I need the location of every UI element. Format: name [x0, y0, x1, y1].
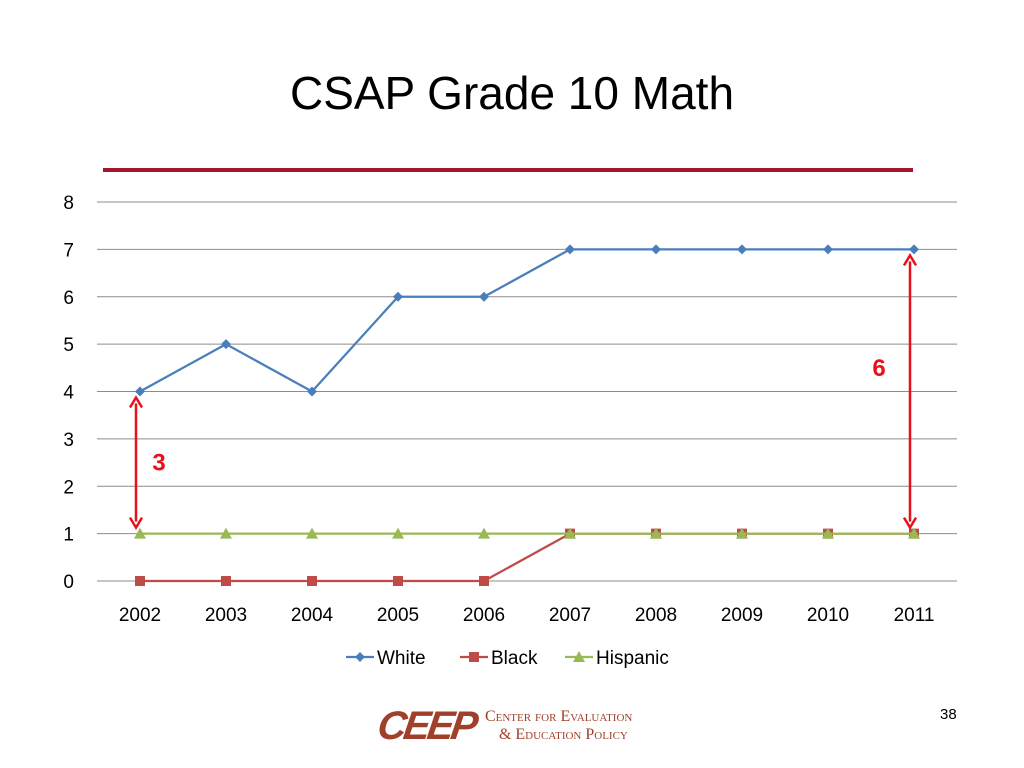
- x-tick-label: 2005: [377, 605, 419, 626]
- data-point-black: [307, 576, 317, 586]
- data-point-hispanic: [478, 527, 490, 539]
- data-point-white: [909, 244, 919, 255]
- gap-label: 6: [872, 355, 885, 382]
- data-point-white: [479, 291, 489, 302]
- data-point-hispanic: [822, 527, 834, 539]
- logo-mark: CEEP: [374, 704, 479, 748]
- data-point-hispanic: [392, 527, 404, 539]
- series-hispanic: [134, 527, 920, 539]
- legend-label-black: Black: [491, 648, 538, 669]
- y-tick-label: 4: [63, 383, 74, 404]
- data-point-white: [737, 244, 747, 255]
- series-lines: [134, 244, 920, 586]
- y-tick-label: 2: [63, 477, 74, 498]
- x-tick-label: 2007: [549, 605, 591, 626]
- legend-marker-white: [355, 652, 365, 662]
- data-point-hispanic: [908, 527, 920, 539]
- ceep-logo: CEEP Center for Evaluation & Education P…: [374, 704, 632, 748]
- page-number: 38: [940, 706, 957, 723]
- x-tick-label: 2008: [635, 605, 677, 626]
- data-point-white: [135, 386, 145, 397]
- y-tick-label: 7: [63, 240, 74, 261]
- x-tick-label: 2009: [721, 605, 763, 626]
- data-point-white: [565, 244, 575, 255]
- x-tick-label: 2010: [807, 605, 849, 626]
- data-point-hispanic: [650, 527, 662, 539]
- legend-item-black: Black: [460, 648, 538, 669]
- legend: White Black Hispanic: [346, 648, 669, 669]
- data-point-hispanic: [736, 527, 748, 539]
- logo-line-1: Center for Evaluation: [484, 708, 633, 725]
- legend-item-white: White: [346, 648, 426, 669]
- x-tick-label: 2004: [291, 605, 334, 626]
- data-point-black: [393, 576, 403, 586]
- logo-text: Center for Evaluation & Education Policy: [485, 708, 632, 744]
- legend-marker-hispanic: [573, 651, 585, 662]
- gap-arrow-2: 6: [872, 252, 918, 531]
- data-point-black: [479, 576, 489, 586]
- y-tick-label: 1: [63, 525, 74, 546]
- series-line-white: [139, 248, 914, 393]
- x-tick-label: 2002: [119, 605, 161, 626]
- data-point-white: [221, 339, 231, 350]
- arrow-head-bottom: [128, 516, 144, 531]
- x-axis-ticks: 2002 2003 2004 2005 2006 2007 2008 2009 2010 2011: [119, 605, 935, 626]
- y-tick-label: 0: [63, 572, 74, 593]
- data-point-hispanic: [306, 527, 318, 539]
- gap-annotations: 36: [128, 252, 918, 531]
- y-tick-label: 5: [63, 335, 74, 356]
- data-point-white: [651, 244, 661, 255]
- gap-label: 3: [152, 450, 165, 477]
- series-line-black: [140, 532, 914, 583]
- data-point-hispanic: [134, 527, 146, 539]
- x-tick-label: 2011: [894, 605, 935, 626]
- logo-line-2: & Education Policy: [498, 726, 628, 743]
- legend-item-hispanic: Hispanic: [565, 648, 669, 669]
- arrow-head-top: [128, 395, 144, 409]
- data-point-black: [221, 576, 231, 586]
- data-point-hispanic: [564, 527, 576, 539]
- data-point-black: [135, 576, 145, 586]
- y-tick-label: 3: [63, 430, 74, 451]
- x-tick-label: 2003: [205, 605, 247, 626]
- data-point-white: [823, 244, 833, 255]
- arrow-head-bottom: [902, 516, 918, 531]
- legend-marker-black: [469, 652, 479, 662]
- series-white: [135, 244, 919, 397]
- legend-label-hispanic: Hispanic: [596, 648, 669, 669]
- data-point-hispanic: [220, 527, 232, 539]
- x-tick-label: 2006: [463, 605, 505, 626]
- title-underline: [103, 168, 913, 172]
- y-tick-label: 8: [63, 193, 74, 214]
- arrow-head-top: [902, 252, 918, 267]
- y-tick-label: 6: [63, 288, 74, 309]
- legend-label-white: White: [377, 648, 426, 669]
- series-black: [135, 528, 919, 586]
- data-point-white: [393, 291, 403, 302]
- slide-title: CSAP Grade 10 Math: [289, 67, 735, 119]
- y-axis-ticks: 0 1 2 3 4 5 6 7 8: [63, 193, 74, 593]
- gap-arrow-1: 3: [128, 395, 166, 531]
- data-point-white: [307, 386, 317, 397]
- gridlines: [97, 201, 957, 582]
